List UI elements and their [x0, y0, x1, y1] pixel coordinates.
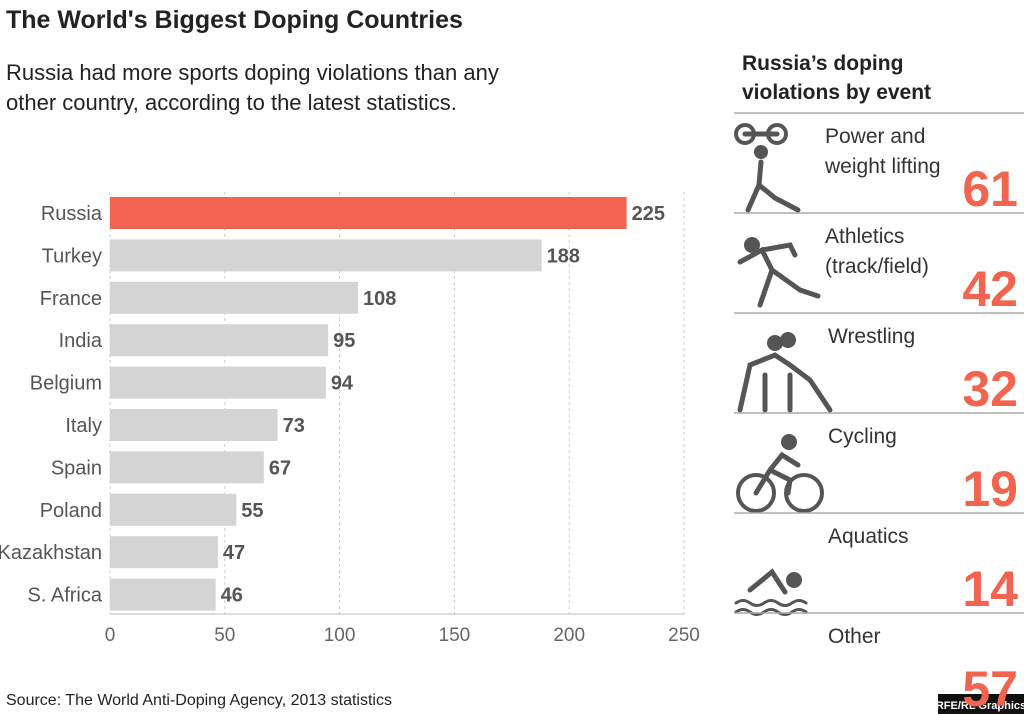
bar [110, 536, 218, 569]
subtitle: Russia had more sports doping violations… [6, 60, 499, 85]
y-tick-label: Poland [40, 500, 102, 522]
value-label: 94 [331, 373, 354, 395]
y-tick-label: Belgium [30, 373, 102, 395]
value-label: 55 [241, 500, 263, 522]
event-value: 32 [962, 361, 1018, 417]
bar [110, 324, 329, 357]
value-label: 188 [547, 245, 580, 267]
credit: RFE/RL Graphics [936, 700, 1024, 712]
value-label: 225 [632, 203, 665, 225]
bar [110, 366, 326, 399]
x-tick-label: 50 [214, 625, 235, 646]
bar [110, 281, 358, 314]
bar [110, 197, 627, 229]
sidebar-title: violations by event [742, 81, 931, 104]
event-name: (track/field) [825, 255, 929, 278]
value-label: 95 [333, 330, 355, 352]
x-tick-label: 150 [439, 625, 471, 646]
y-tick-label: India [59, 330, 103, 352]
source: Source: The World Anti-Doping Agency, 20… [6, 692, 392, 709]
bar [110, 451, 264, 484]
y-tick-label: S. Africa [28, 585, 103, 607]
icon-athletics [737, 237, 821, 308]
event-value: 14 [962, 561, 1018, 617]
event-value: 19 [962, 461, 1018, 517]
value-label: 108 [363, 288, 396, 310]
event-name: Aquatics [828, 525, 909, 548]
icon-wrestling [737, 332, 833, 413]
bar [110, 578, 216, 611]
subtitle: other country, according to the latest s… [6, 90, 457, 115]
bar [110, 239, 542, 272]
y-tick-label: Turkey [42, 245, 102, 267]
event-name: Power and [825, 125, 925, 148]
event-value: 57 [962, 661, 1018, 714]
value-label: 67 [269, 457, 291, 479]
event-name: weight lifting [824, 155, 941, 178]
chart-title: The World's Biggest Doping Countries [6, 6, 463, 34]
x-tick-label: 0 [105, 625, 116, 646]
y-tick-label: Russia [41, 203, 103, 225]
sidebar-title: Russia’s doping [742, 52, 903, 75]
icons [734, 123, 833, 616]
event-value: 61 [962, 161, 1018, 217]
y-tick-label: Spain [51, 457, 102, 479]
bar [110, 493, 237, 526]
value-label: 47 [223, 542, 245, 564]
icon-swimming [734, 568, 808, 616]
y-tick-label: France [40, 288, 102, 310]
value-label: 73 [283, 415, 305, 437]
x-tick-label: 200 [553, 625, 585, 646]
event-name: Wrestling [828, 325, 915, 348]
y-tick-label: Kazakhstan [0, 542, 102, 564]
x-tick-label: 250 [668, 625, 700, 646]
event-name: Cycling [828, 425, 897, 448]
credit-box [938, 694, 1024, 714]
icon-weightlifting [734, 123, 801, 213]
x-tick-label: 100 [324, 625, 356, 646]
y-tick-label: Italy [65, 415, 102, 437]
value-label: 46 [221, 585, 243, 607]
bar [110, 409, 278, 441]
event-name: Other [828, 625, 881, 648]
icon-cycling [736, 434, 824, 513]
event-value: 42 [962, 261, 1018, 317]
event-name: Athletics [825, 225, 904, 248]
